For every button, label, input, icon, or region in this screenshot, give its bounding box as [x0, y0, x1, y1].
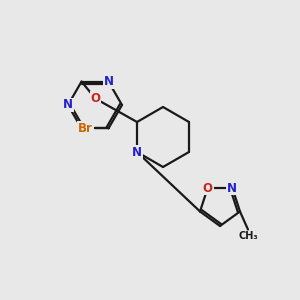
Text: CH₃: CH₃: [238, 232, 258, 242]
Text: N: N: [227, 182, 237, 194]
Text: Br: Br: [78, 122, 93, 135]
Text: N: N: [132, 146, 142, 158]
Text: N: N: [63, 98, 73, 112]
Text: O: O: [91, 92, 100, 105]
Text: O: O: [203, 182, 213, 194]
Text: N: N: [103, 75, 113, 88]
